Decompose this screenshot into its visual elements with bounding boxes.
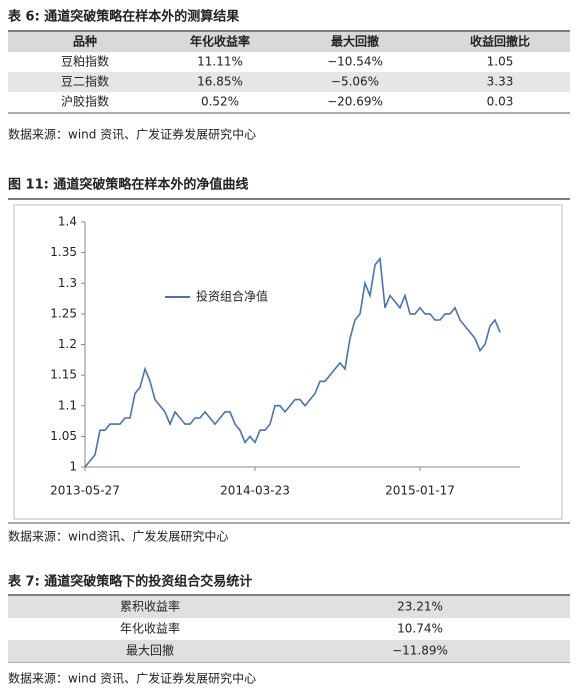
row-bg — [8, 640, 570, 662]
table-cell: 累积收益率 — [120, 599, 180, 614]
source-note: 数据来源：wind资讯、广发发展研究中心 — [8, 529, 228, 544]
row-bg — [8, 596, 570, 618]
table-cell: −10.54% — [327, 55, 383, 69]
table-cell: 0.52% — [201, 95, 239, 109]
y-tick-label: 1.05 — [50, 429, 77, 443]
legend-label: 投资组合净值 — [196, 289, 268, 304]
y-tick-label: 1.3 — [58, 276, 77, 290]
y-tick-label: 1.2 — [58, 337, 77, 351]
table-cell: 豆二指数 — [61, 74, 109, 89]
y-tick-label: 1.1 — [58, 398, 77, 412]
chart-frame — [13, 204, 563, 520]
series-line — [84, 256, 501, 468]
header-row-bg — [8, 32, 570, 52]
x-tick-label: 2014-03-23 — [220, 484, 290, 498]
table-cell: 沪胶指数 — [61, 94, 109, 109]
table-cell: 10.74% — [397, 622, 443, 636]
source-note: 数据来源：wind 资讯、广发证券发展研究中心 — [8, 127, 256, 142]
header-cell: 品种 — [73, 34, 97, 49]
table-cell: 0.03 — [487, 95, 514, 109]
header-cell: 年化收益率 — [190, 34, 250, 49]
table-cell: 11.11% — [197, 55, 243, 69]
figure-title: 图 11: 通道突破策略在样本外的净值曲线 — [8, 177, 248, 193]
x-tick-label: 2015-01-17 — [385, 484, 455, 498]
table-title: 表 6: 通道突破策略在样本外的测算结果 — [7, 9, 239, 25]
table-cell: −20.69% — [327, 95, 383, 109]
table-cell: 1.05 — [487, 55, 514, 69]
table-cell: −5.06% — [331, 75, 379, 89]
y-tick-label: 1.25 — [50, 306, 77, 320]
header-cell: 最大回撤 — [331, 34, 379, 49]
x-tick-label: 2013-05-27 — [50, 484, 120, 498]
table-cell: 3.33 — [487, 75, 514, 89]
y-tick-label: 1.4 — [58, 215, 77, 229]
header-cell: 收益回撤比 — [470, 34, 530, 49]
table-cell: 最大回撤 — [126, 643, 174, 658]
table-cell: −11.89% — [392, 644, 448, 658]
y-tick-label: 1.15 — [50, 368, 77, 382]
table-cell: 豆粕指数 — [61, 54, 109, 69]
table-cell: 16.85% — [197, 75, 243, 89]
y-tick-label: 1 — [69, 460, 77, 474]
table-cell: 年化收益率 — [120, 621, 180, 636]
y-tick-label: 1.35 — [50, 245, 77, 259]
row-bg — [8, 72, 570, 92]
table-title: 表 7: 通道突破策略下的投资组合交易统计 — [7, 574, 252, 590]
source-note: 数据来源：wind 资讯、广发证券发展研究中心 — [8, 671, 256, 686]
table-cell: 23.21% — [397, 600, 443, 614]
